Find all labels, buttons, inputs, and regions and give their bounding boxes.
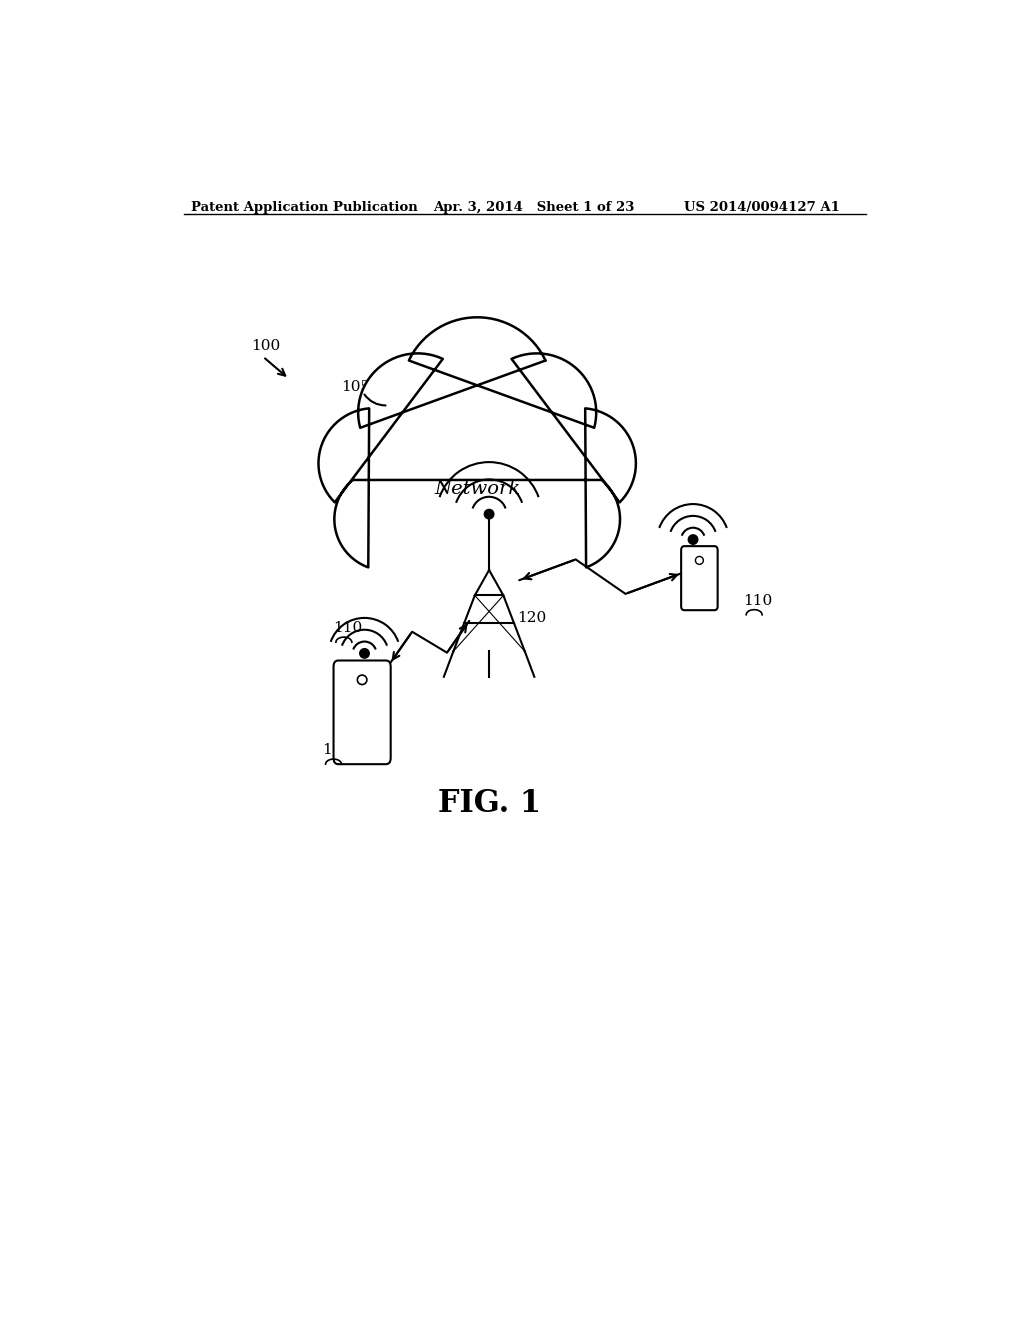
Text: 100: 100 — [251, 339, 281, 354]
Text: FIG. 1: FIG. 1 — [437, 788, 541, 820]
Text: US 2014/0094127 A1: US 2014/0094127 A1 — [684, 201, 840, 214]
Text: 120: 120 — [517, 611, 546, 624]
Ellipse shape — [359, 648, 370, 659]
Text: 105: 105 — [341, 380, 370, 395]
Text: Patent Application Publication: Patent Application Publication — [191, 201, 418, 214]
Text: 110: 110 — [333, 620, 362, 635]
Text: Apr. 3, 2014   Sheet 1 of 23: Apr. 3, 2014 Sheet 1 of 23 — [433, 201, 635, 214]
Text: Network: Network — [434, 479, 520, 498]
Text: 115: 115 — [323, 743, 351, 756]
FancyBboxPatch shape — [681, 546, 718, 610]
Text: 110: 110 — [743, 594, 772, 607]
FancyBboxPatch shape — [334, 660, 391, 764]
Ellipse shape — [688, 535, 697, 544]
Ellipse shape — [484, 510, 494, 519]
Polygon shape — [318, 317, 636, 568]
